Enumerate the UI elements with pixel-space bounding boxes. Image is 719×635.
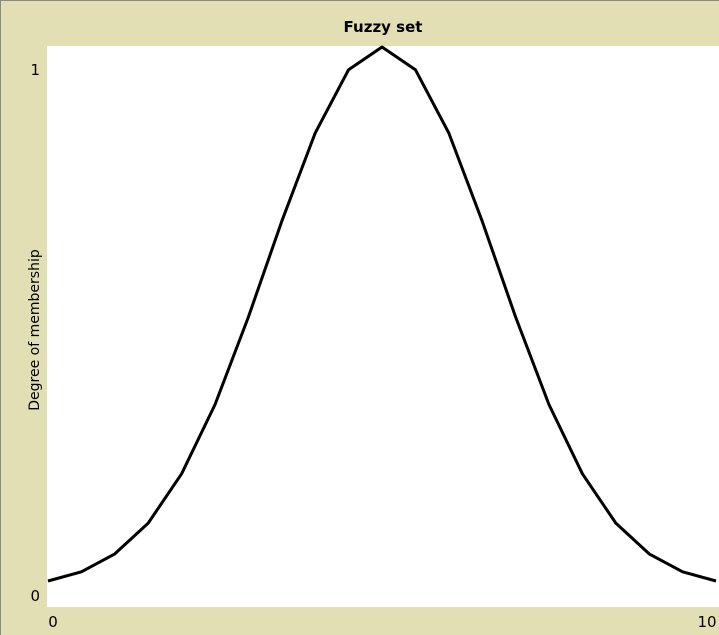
y-tick-label: 1 xyxy=(30,61,40,79)
x-tick-label: 0 xyxy=(48,613,58,631)
y-axis-label: Degree of membership xyxy=(27,249,43,411)
y-tick-label: 0 xyxy=(30,587,40,605)
chart-title: Fuzzy set xyxy=(344,18,423,36)
x-tick-label: 10 xyxy=(697,613,716,631)
line xyxy=(47,45,717,583)
plot-area xyxy=(47,46,719,607)
